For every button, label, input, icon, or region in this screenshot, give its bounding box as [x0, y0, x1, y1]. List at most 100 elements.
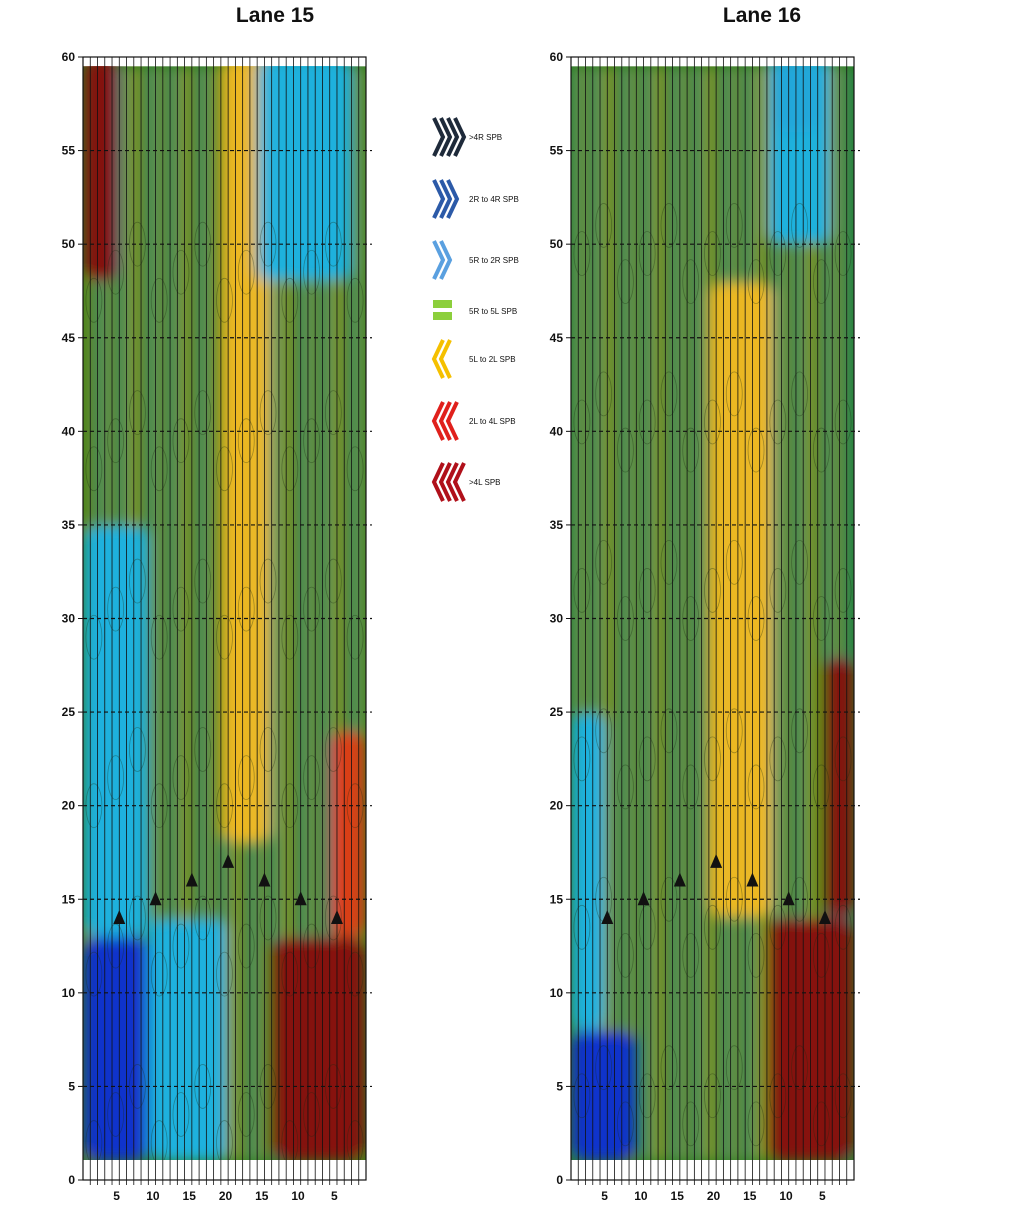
y-tick-label: 55	[550, 144, 564, 158]
heatmap-column	[171, 66, 177, 1160]
target-arrow-marker	[149, 891, 162, 906]
heatmap-column	[688, 66, 694, 1160]
legend-chevron-icon	[439, 117, 453, 157]
heatmap-column	[775, 66, 781, 1160]
contour-line	[150, 614, 168, 660]
heatmap-column	[666, 66, 672, 1160]
y-tick-label: 35	[62, 518, 76, 532]
x-tick-label: 5	[601, 1189, 608, 1203]
contour-line	[638, 904, 656, 950]
target-arrow-marker	[185, 872, 198, 887]
contour-line	[303, 586, 320, 632]
contour-line	[595, 539, 613, 585]
contour-line	[324, 895, 342, 941]
contour-line	[573, 1073, 591, 1119]
legend-label: 5R to 5L SPB	[469, 307, 517, 316]
contour-line	[638, 231, 656, 276]
contour-line	[747, 259, 765, 305]
heatmap-column	[337, 66, 344, 1160]
contour-line	[346, 446, 364, 492]
heatmap-region-dark-blue	[571, 1030, 637, 1160]
y-tick-label: 50	[62, 237, 76, 251]
x-tick-label: 5	[819, 1189, 826, 1203]
contour-line	[129, 221, 146, 267]
contour-line	[595, 708, 613, 754]
contour-line	[107, 755, 125, 800]
contour-line	[194, 390, 212, 436]
contour-line	[725, 539, 743, 585]
heatmap-column	[579, 66, 585, 1160]
legend-item: 2L to 4L SPB	[431, 401, 516, 441]
heatmap-region-dark-blue	[83, 936, 149, 1160]
contour-line	[834, 231, 852, 276]
contour-line	[216, 446, 233, 492]
contour-line	[704, 399, 721, 445]
contour-line	[107, 923, 125, 969]
contour-line	[237, 418, 255, 464]
heatmap-column	[796, 66, 803, 1160]
heatmap-column	[622, 66, 629, 1160]
contour-line	[595, 1045, 613, 1091]
contour-line	[107, 418, 125, 464]
contour-line	[791, 371, 808, 417]
lane-15-grid	[82, 56, 372, 1185]
contour-line	[194, 558, 212, 604]
contour-line	[791, 1045, 808, 1091]
y-tick-label: 15	[550, 892, 564, 906]
heatmap-column	[615, 66, 621, 1160]
legend-chevron-icon	[453, 117, 467, 157]
heatmap-column	[782, 66, 788, 1160]
contour-line	[324, 1064, 342, 1109]
target-arrow-marker	[818, 909, 831, 924]
heatmap-column	[149, 66, 155, 1160]
contour-line	[834, 568, 852, 613]
contour-line	[107, 586, 125, 632]
contour-line	[216, 1120, 233, 1160]
lane-15-target-arrows	[113, 853, 343, 924]
lane-15-x-axis: 5 10 15 20 15 10 5	[113, 1189, 338, 1203]
contour-line	[617, 596, 634, 641]
contour-line	[812, 427, 830, 473]
contour-line	[324, 727, 342, 772]
contour-line	[216, 277, 233, 323]
target-arrow-marker	[258, 872, 271, 887]
y-tick-label: 5	[556, 1079, 563, 1093]
contour-line	[791, 539, 808, 585]
legend-chevron-icon	[446, 179, 460, 219]
heatmap-column	[789, 66, 795, 1160]
y-tick-label: 40	[62, 424, 76, 438]
heatmap-column	[294, 66, 300, 1160]
contour-line	[769, 231, 787, 276]
contour-line	[573, 231, 591, 276]
y-tick-label: 5	[68, 1079, 75, 1093]
legend-label: >4L SPB	[469, 478, 501, 487]
contour-line	[660, 371, 678, 417]
legend-label: 5R to 2R SPB	[469, 256, 519, 265]
legend-chevron-icon	[439, 240, 453, 280]
target-arrow-marker	[710, 853, 723, 868]
contour-line	[172, 923, 190, 969]
contour-line	[682, 1101, 700, 1147]
y-tick-label: 35	[550, 518, 564, 532]
heatmap-column	[637, 66, 643, 1160]
x-tick-label: 15	[671, 1189, 685, 1203]
heatmap-column	[601, 66, 607, 1160]
heatmap-column	[156, 66, 162, 1160]
contour-line	[85, 277, 103, 323]
lane-15-title: Lane 15	[236, 4, 315, 27]
contour-line	[725, 371, 743, 417]
contour-line	[129, 390, 146, 436]
y-tick-label: 10	[62, 986, 76, 1000]
legend-item: 5L to 2L SPB	[431, 339, 516, 379]
y-tick-label: 25	[550, 705, 564, 719]
contour-line	[281, 277, 299, 323]
contour-line	[812, 933, 830, 978]
x-tick-label: 10	[291, 1189, 305, 1203]
heatmap-region-dark-red	[83, 66, 120, 282]
y-tick-label: 50	[550, 237, 564, 251]
heatmap-column	[301, 66, 307, 1160]
contour-line	[259, 727, 277, 772]
legend-chevron-icon	[445, 462, 459, 502]
heatmap-region-light-blue	[148, 917, 229, 1160]
heatmap-column	[586, 66, 592, 1160]
